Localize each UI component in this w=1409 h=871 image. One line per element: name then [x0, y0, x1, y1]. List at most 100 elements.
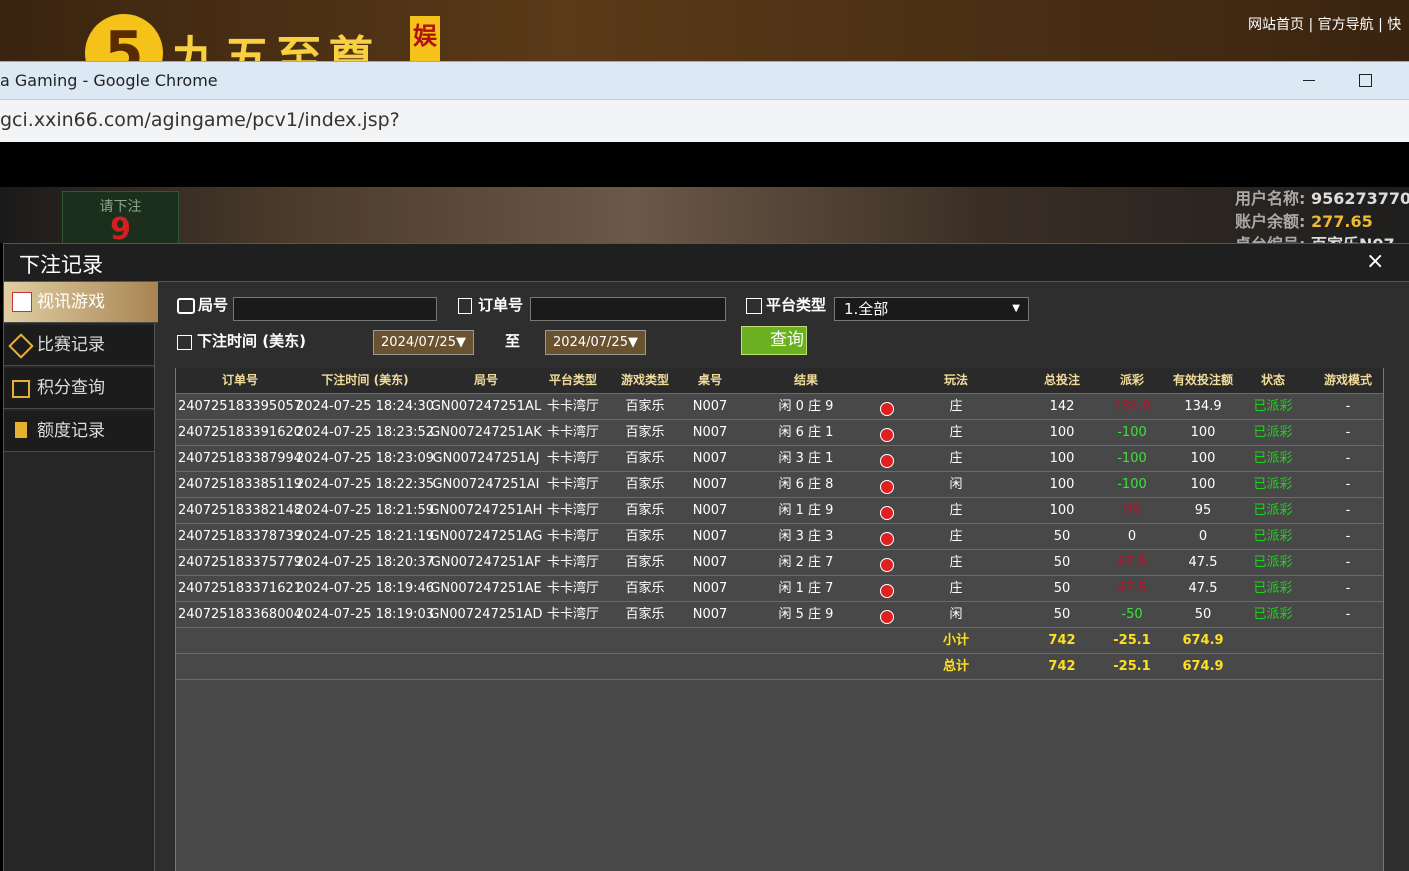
- table-cell: 百家乐: [625, 529, 665, 544]
- total-label: 总计: [942, 659, 969, 674]
- date-from[interactable]: 2024/07/25▼: [373, 330, 474, 355]
- link[interactable]: 快: [1387, 17, 1402, 33]
- close-button[interactable]: ×: [1366, 249, 1385, 274]
- table-cell: GN007247251AE: [430, 581, 542, 596]
- menu-icon: [12, 380, 30, 398]
- table-cell: GN007247251AI: [432, 477, 540, 492]
- query-button[interactable]: 查询: [741, 326, 807, 355]
- button-label: 查询: [770, 330, 804, 350]
- table-cell: 已派彩: [1253, 399, 1293, 414]
- filter-label: 订单号: [478, 296, 524, 314]
- row-line: [176, 497, 1383, 498]
- table-cell: 50: [1053, 607, 1071, 622]
- menu-item[interactable]: 额度记录: [4, 411, 154, 452]
- menu-item[interactable]: 比赛记录: [4, 325, 154, 366]
- maximize-button[interactable]: [1359, 74, 1372, 87]
- table-cell: 100: [1049, 425, 1075, 440]
- table-cell: 134.9: [1184, 399, 1222, 414]
- table-cell: 已派彩: [1253, 555, 1293, 570]
- server-icon: [746, 298, 762, 314]
- table-cell: 闲 1 庄 9: [778, 503, 834, 518]
- doc-icon: [458, 298, 472, 314]
- table-cell: 卡卡湾厅: [546, 503, 599, 518]
- table-cell: N007: [692, 555, 728, 570]
- table-cell: 2024-07-25 18:21:59: [295, 503, 435, 518]
- table-cell: 卡卡湾厅: [546, 451, 599, 466]
- table-cell: N007: [692, 529, 728, 544]
- table-cell: 47.5: [1117, 581, 1147, 596]
- row-line: [176, 627, 1383, 628]
- table-cell: -100: [1117, 425, 1147, 440]
- logo-circle: 5: [85, 14, 163, 61]
- table-cell: 庄: [949, 425, 963, 440]
- table-cell: 240725183385119: [177, 477, 303, 492]
- table-cell: 47.5: [1117, 555, 1147, 570]
- table-cell: 2024-07-25 18:19:46: [295, 581, 435, 596]
- column-header: 平台类型: [548, 373, 597, 387]
- column-header: 游戏类型: [620, 373, 669, 387]
- video-icon: [880, 480, 894, 494]
- bet-record-dialog: 下注记录 × 视讯游戏 比赛记录 积分查询 额度记录 局号 订单号 平台类型 1…: [3, 243, 1409, 871]
- table-cell: N007: [692, 581, 728, 596]
- minimize-button[interactable]: [1303, 80, 1315, 81]
- table-cell: 2024-07-25 18:21:19: [295, 529, 435, 544]
- row-line: [176, 445, 1383, 446]
- table-cell: 卡卡湾厅: [546, 607, 599, 622]
- table-cell: GN007247251AH: [429, 503, 543, 518]
- table-cell: 240725183387994: [177, 451, 303, 466]
- table-cell: 0: [1127, 529, 1137, 544]
- table-cell: 已派彩: [1253, 581, 1293, 596]
- row-line: [176, 549, 1383, 550]
- table-cell: 50: [1194, 607, 1212, 622]
- countdown-box: 请下注 9: [62, 191, 179, 243]
- table-cell: 百家乐: [625, 425, 665, 440]
- table-cell: 庄: [949, 529, 963, 544]
- total-cell: 742: [1048, 659, 1076, 674]
- record-table: 订单号 下注时间 (美东) 局号 平台类型 游戏类型 桌号 结果 玩法 总投注 派彩 有效投注额 状态…: [175, 368, 1384, 871]
- video-icon: [880, 532, 894, 546]
- countdown: 9: [110, 212, 131, 243]
- table-cell: 闲 2 庄 7: [778, 555, 834, 570]
- order-input[interactable]: [530, 297, 726, 321]
- table-cell: 142: [1049, 399, 1075, 414]
- filter-label: 下注时间 (美东): [197, 332, 306, 350]
- column-header: 下注时间 (美东): [321, 373, 409, 387]
- address-bar: gci.xxin66.com/agingame/pcv1/index.jsp?: [0, 99, 1409, 142]
- table-cell: 闲 3 庄 1: [778, 451, 834, 466]
- game-background: 请下注 9 用户名称: 956273770 账户余额: 277.65 桌台编号:…: [0, 187, 1409, 243]
- table-cell: -100: [1117, 451, 1147, 466]
- platform-select[interactable]: 1.全部 ▼: [834, 297, 1029, 321]
- table-cell: GN007247251AF: [430, 555, 542, 570]
- total-cell: 674.9: [1182, 659, 1224, 674]
- table-cell: N007: [692, 451, 728, 466]
- table-cell: 2024-07-25 18:23:09: [295, 451, 435, 466]
- table-cell: -: [1345, 607, 1351, 622]
- table-cell: -: [1345, 399, 1351, 414]
- column-header: 派彩: [1119, 373, 1144, 387]
- table-cell: 闲 6 庄 8: [778, 477, 834, 492]
- browser-titlebar: a Gaming - Google Chrome: [0, 61, 1409, 100]
- link[interactable]: 网站首页: [1248, 17, 1304, 33]
- link[interactable]: 官方导航: [1317, 17, 1374, 33]
- round-input[interactable]: [233, 297, 437, 321]
- sidebar: 视讯游戏 比赛记录 积分查询 额度记录: [4, 282, 158, 871]
- table-cell: 闲 1 庄 7: [778, 581, 834, 596]
- total-label: 小计: [942, 633, 969, 648]
- row-line: [176, 471, 1383, 472]
- table-cell: 已派彩: [1253, 477, 1293, 492]
- column-header: 总投注: [1043, 373, 1080, 387]
- table-cell: -: [1345, 503, 1351, 518]
- bet-prompt: 请下注: [99, 199, 142, 215]
- total-cell: -25.1: [1113, 659, 1151, 674]
- table-cell: -100: [1117, 477, 1147, 492]
- table-cell: N007: [692, 425, 728, 440]
- column-header: 游戏模式: [1323, 373, 1372, 387]
- table-cell: 100: [1049, 477, 1075, 492]
- table-cell: GN007247251AK: [430, 425, 542, 440]
- date-to[interactable]: 2024/07/25▼: [545, 330, 646, 355]
- table-cell: 240725183395057: [177, 399, 303, 414]
- label: 用户名称:: [1235, 189, 1306, 208]
- table-cell: 百家乐: [625, 399, 665, 414]
- window-title: a Gaming - Google Chrome: [0, 71, 218, 90]
- url[interactable]: gci.xxin66.com/agingame/pcv1/index.jsp?: [0, 109, 400, 131]
